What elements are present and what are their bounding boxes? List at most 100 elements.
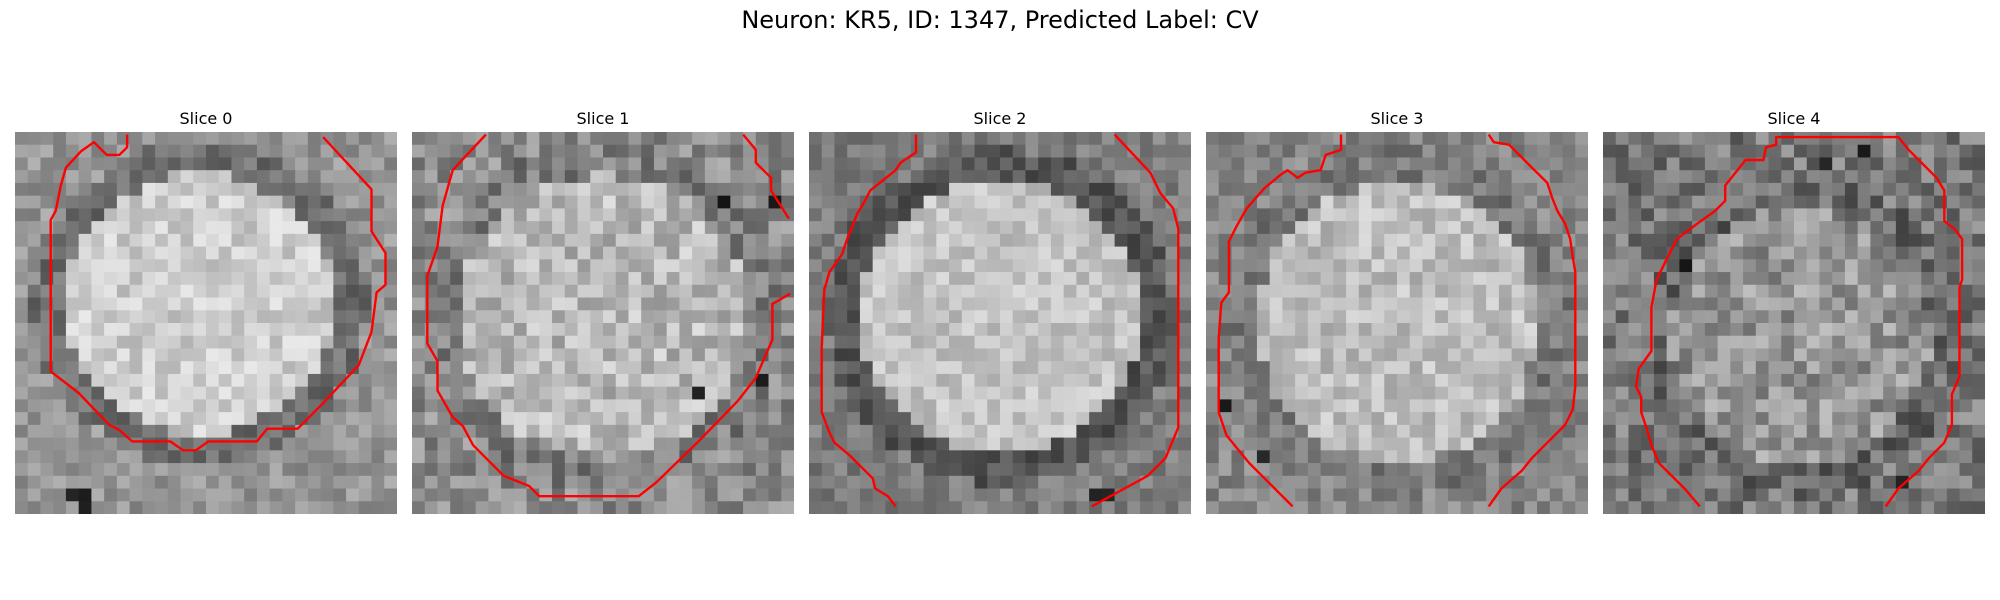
pixel-cell: [1435, 182, 1449, 197]
pixel-cell: [1832, 310, 1846, 324]
pixel-cell: [180, 373, 194, 388]
pixel-cell: [1844, 132, 1859, 146]
pixel-cell: [1076, 310, 1090, 324]
pixel-cell: [1269, 259, 1283, 273]
pixel-cell: [1076, 132, 1090, 146]
pixel-cell: [1679, 195, 1693, 209]
pixel-cell: [142, 132, 156, 146]
pixel-cell: [1641, 221, 1655, 235]
pixel-cell: [104, 259, 118, 273]
pixel-cell: [526, 373, 540, 388]
pixel-cell: [1460, 348, 1474, 362]
pixel-cell: [679, 157, 693, 171]
pixel-cell: [1384, 373, 1398, 388]
pixel-cell: [872, 221, 886, 235]
pixel-cell: [577, 475, 591, 490]
pixel-cell: [1269, 361, 1283, 375]
pixel-cell: [1870, 182, 1884, 197]
pixel-cell: [1511, 170, 1525, 184]
pixel-cell: [603, 335, 617, 350]
pixel-cell: [949, 259, 963, 273]
pixel-cell: [898, 424, 912, 439]
pixel-cell: [539, 424, 553, 439]
pixel-cell: [501, 361, 515, 375]
slice-title: Slice 3: [1370, 109, 1424, 128]
pixel-cell: [1038, 297, 1052, 311]
pixel-cell: [1870, 272, 1884, 286]
pixel-cell: [1959, 132, 1973, 146]
pixel-cell: [1895, 284, 1910, 299]
pixel-cell: [666, 373, 680, 388]
pixel-cell: [1460, 170, 1474, 184]
pixel-cell: [1165, 399, 1179, 413]
pixel-cell: [437, 424, 451, 439]
pixel-cell: [462, 195, 477, 209]
pixel-cell: [180, 412, 194, 426]
pixel-cell: [1152, 488, 1167, 502]
pixel-cell: [244, 170, 258, 184]
pixel-cell: [358, 373, 373, 388]
pixel-cell: [847, 399, 861, 413]
pixel-cell: [1178, 437, 1191, 451]
pixel-cell: [104, 157, 118, 171]
pixel-cell: [475, 386, 489, 400]
pixel-cell: [1178, 208, 1191, 222]
pixel-cell: [1063, 437, 1077, 451]
pixel-cell: [155, 157, 169, 171]
pixel-cell: [1218, 132, 1233, 146]
pixel-cell: [1511, 297, 1525, 311]
pixel-cell: [1653, 373, 1668, 388]
pixel-cell: [1972, 221, 1985, 235]
pixel-cell: [104, 348, 118, 362]
pixel-cell: [1244, 284, 1258, 299]
pixel-cell: [1653, 501, 1668, 514]
pixel-cell: [564, 132, 579, 146]
pixel-cell: [1641, 233, 1655, 248]
pixel-cell: [1844, 272, 1859, 286]
pixel-cell: [384, 182, 397, 197]
pixel-cell: [526, 221, 540, 235]
pixel-cell: [961, 284, 976, 299]
pixel-cell: [653, 501, 668, 514]
pixel-cell: [1883, 182, 1897, 197]
pixel-cell: [1575, 501, 1588, 514]
pixel-cell: [1934, 272, 1948, 286]
pixel-cell: [1857, 157, 1871, 171]
pixel-cell: [1165, 297, 1179, 311]
pixel-cell: [1844, 450, 1859, 464]
pixel-cell: [1972, 157, 1985, 171]
pixel-cell: [1231, 259, 1245, 273]
pixel-cell: [15, 195, 29, 209]
pixel-cell: [1704, 373, 1719, 388]
pixel-cell: [1575, 272, 1588, 286]
pixel-cell: [526, 259, 540, 273]
pixel-cell: [116, 488, 131, 502]
pixel-cell: [384, 144, 397, 159]
pixel-cell: [834, 399, 848, 413]
pixel-cell: [526, 463, 540, 477]
pixel-cell: [898, 144, 912, 159]
pixel-cell: [961, 170, 976, 184]
pixel-cell: [1679, 259, 1693, 273]
pixel-cell: [1768, 157, 1782, 171]
pixel-cell: [1025, 463, 1039, 477]
pixel-cell: [1038, 335, 1052, 350]
pixel-cell: [1743, 208, 1757, 222]
pixel-cell: [1857, 463, 1871, 477]
pixel-cell: [1114, 373, 1128, 388]
pixel-cell: [1063, 297, 1077, 311]
pixel-cell: [53, 310, 67, 324]
pixel-cell: [501, 348, 515, 362]
pixel-cell: [1269, 437, 1283, 451]
pixel-cell: [1038, 195, 1052, 209]
pixel-cell: [628, 157, 642, 171]
pixel-cell: [653, 475, 668, 490]
pixel-cell: [295, 182, 309, 197]
pixel-cell: [256, 297, 271, 311]
pixel-cell: [1114, 399, 1128, 413]
pixel-cell: [628, 450, 642, 464]
pixel-cell: [1959, 221, 1973, 235]
pixel-cell: [346, 450, 360, 464]
pixel-cell: [1256, 424, 1271, 439]
pixel-cell: [129, 450, 143, 464]
